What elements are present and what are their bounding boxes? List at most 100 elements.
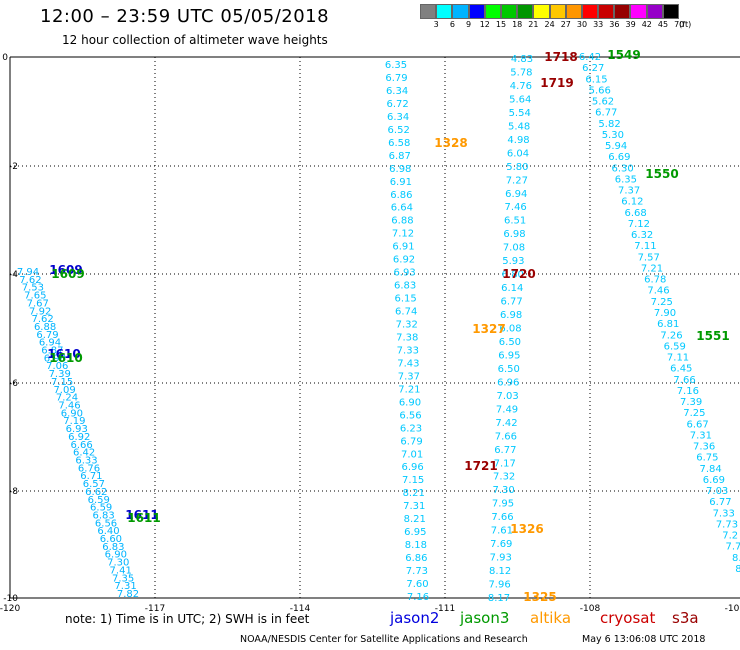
wave-height-value: 7.25 <box>683 408 705 419</box>
legend-swatch <box>630 4 647 19</box>
satellite-legend-jason2: jason2 <box>390 609 440 627</box>
wave-height-value: 7.21 <box>641 263 663 274</box>
wave-height-value: 8.12 <box>489 566 511 577</box>
wave-height-value: 6.27 <box>582 63 604 74</box>
wave-height-value: 6.76 <box>78 463 100 474</box>
satellite-legend-cryosat: cryosat <box>600 609 656 627</box>
wave-height-value: 7.95 <box>492 499 514 510</box>
wave-height-value: 5.48 <box>508 121 530 132</box>
wave-height-value: 6.57 <box>83 479 105 490</box>
wave-height-value: 6.95 <box>404 527 426 538</box>
wave-height-value: 6.52 <box>388 125 410 136</box>
wave-height-value: 7.01 <box>401 449 423 460</box>
wave-height-value: 6.15 <box>585 74 607 85</box>
wave-height-value: 7.31 <box>690 430 712 441</box>
wave-height-value: 7.08 <box>503 243 525 254</box>
bottom-note: note: 1) Time is in UTC; 2) SWH is in fe… <box>65 612 310 626</box>
wave-height-value: 6.74 <box>395 307 417 318</box>
wave-height-value: 7.09 <box>53 385 75 396</box>
wave-height-value: 6.75 <box>696 453 718 464</box>
wave-height-value: 7.15 <box>402 475 424 486</box>
wave-height-value: 6.94 <box>39 338 61 349</box>
wave-height-value: 7.25 <box>651 297 673 308</box>
wave-height-value: 6.58 <box>388 138 410 149</box>
wave-height-value: 7.11 <box>667 353 689 364</box>
wave-height-value: 6.90 <box>399 397 421 408</box>
wave-height-value: 4.98 <box>507 135 529 146</box>
legend-label: 70 <box>674 20 685 29</box>
wave-height-value: 6.69 <box>608 152 630 163</box>
wave-height-value: 7.15 <box>51 377 73 388</box>
legend-swatch <box>500 4 518 19</box>
wave-height-value: 6.59 <box>664 341 686 352</box>
satellite-legend-jason3: jason3 <box>460 609 510 627</box>
x-tick-label: -10 <box>725 604 740 614</box>
legend-swatch <box>581 4 599 19</box>
y-tick-label: -4 <box>9 270 18 280</box>
legend-label: 6 <box>449 20 455 29</box>
wave-height-value: 6.81 <box>657 319 679 330</box>
wave-height-value: 6.79 <box>36 330 58 341</box>
wave-height-value: 6.30 <box>611 163 633 174</box>
wave-height-value: 6.94 <box>505 189 527 200</box>
wave-height-value: 6.72 <box>386 99 408 110</box>
orbit-time-marker: 1326 <box>510 522 543 536</box>
x-tick-label: -117 <box>145 604 165 614</box>
y-tick-label: -8 <box>9 487 18 497</box>
wave-height-value: 7.19 <box>63 416 85 427</box>
wave-height-value: 6.35 <box>385 60 407 71</box>
wave-height-value: 7.65 <box>24 291 46 302</box>
wave-height-value: 5.93 <box>502 256 524 267</box>
wave-height-value: 6.64 <box>391 203 413 214</box>
wave-height-value: 7.33 <box>713 508 735 519</box>
wave-height-value: 6.93 <box>393 268 415 279</box>
wave-height-value: 6.50 <box>498 364 520 375</box>
wave-height-value: 6.92 <box>68 432 90 443</box>
wave-height-value: 7.43 <box>397 358 419 369</box>
wave-height-value: 7.62 <box>19 275 41 286</box>
wave-height-value: 7.93 <box>490 553 512 564</box>
wave-height-value: 6.35 <box>615 174 637 185</box>
wave-height-value: 6.67 <box>686 419 708 430</box>
x-tick-label: -111 <box>435 604 455 614</box>
footer-credit: NOAA/NESDIS Center for Satellite Applica… <box>240 634 528 645</box>
wave-height-value: 7.69 <box>490 539 512 550</box>
wave-height-value: 7.37 <box>398 371 420 382</box>
wave-height-value: 6.51 <box>504 216 526 227</box>
wave-height-value: 7.24 <box>56 393 78 404</box>
wave-height-value: 7.33 <box>397 345 419 356</box>
wave-height-value: 6.66 <box>71 440 93 451</box>
wave-height-value: 6.87 <box>41 346 63 357</box>
wave-height-value: 7.37 <box>618 186 640 197</box>
wave-height-value: 7.57 <box>638 252 660 263</box>
wave-height-value: 5.62 <box>592 97 614 108</box>
wave-height-value: 6.34 <box>387 112 409 123</box>
wave-height-value: 6.68 <box>625 208 647 219</box>
map-frame <box>9 56 740 599</box>
wave-height-value: 7.66 <box>495 431 517 442</box>
orbit-time-marker: 1549 <box>607 48 640 62</box>
legend-label: 3 <box>433 20 439 29</box>
legend-swatch <box>420 4 437 19</box>
wave-height-value: 7.7 <box>726 542 740 553</box>
wave-height-value: 5.78 <box>510 67 532 78</box>
wave-height-value: 6.79 <box>400 436 422 447</box>
wave-height-value: 6.23 <box>400 423 422 434</box>
legend-swatch <box>468 4 485 19</box>
wave-height-value: 6.78 <box>644 275 666 286</box>
wave-height-value: 7.03 <box>496 391 518 402</box>
wave-height-value: 7.49 <box>496 404 518 415</box>
orbit-time-marker: 1551 <box>696 329 729 343</box>
legend-label: 18 <box>512 20 523 29</box>
wave-height-value: 6.86 <box>405 553 427 564</box>
legend-label: 39 <box>625 20 636 29</box>
orbit-time-marker: 1720 <box>502 267 535 281</box>
legend-label: 33 <box>593 20 604 29</box>
wave-height-value: 7.30 <box>492 485 514 496</box>
legend-label: 36 <box>609 20 620 29</box>
legend-label: 15 <box>495 20 507 29</box>
footer-timestamp: May 6 13:06:08 UTC 2018 <box>582 634 706 645</box>
color-scale-legend: 3 6 9 12 15 18 21 24 27 30 33 36 39 42 45 70 (ft) <box>420 4 691 31</box>
wave-height-value: 8.17 <box>488 593 510 604</box>
